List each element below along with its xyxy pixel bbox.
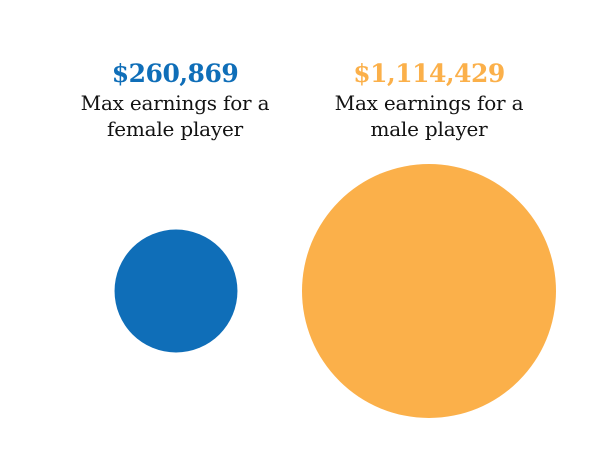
male-caption-line-1: Max earnings for a [334,91,524,115]
male-caption-line-2: male player [370,117,488,141]
female-earnings-bubble [114,229,238,353]
female-label-group: $260,869 Max earnings for a female playe… [50,58,300,142]
male-earnings-bubble [302,164,556,418]
female-caption-line-1: Max earnings for a [80,91,270,115]
male-amount-label: $1,114,429 [353,59,505,88]
female-amount-label: $260,869 [111,59,239,88]
female-caption-line-2: female player [107,117,243,141]
male-label-group: $1,114,429 Max earnings for a male playe… [304,58,554,142]
